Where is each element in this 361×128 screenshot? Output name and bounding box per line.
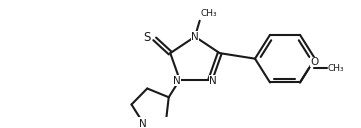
Text: N: N xyxy=(209,76,217,86)
Text: S: S xyxy=(143,31,151,44)
Text: CH₃: CH₃ xyxy=(201,9,217,18)
Text: N: N xyxy=(139,119,147,128)
Text: CH₃: CH₃ xyxy=(328,64,345,73)
Text: N: N xyxy=(173,76,180,86)
Text: N: N xyxy=(191,32,199,42)
Text: O: O xyxy=(310,57,318,67)
